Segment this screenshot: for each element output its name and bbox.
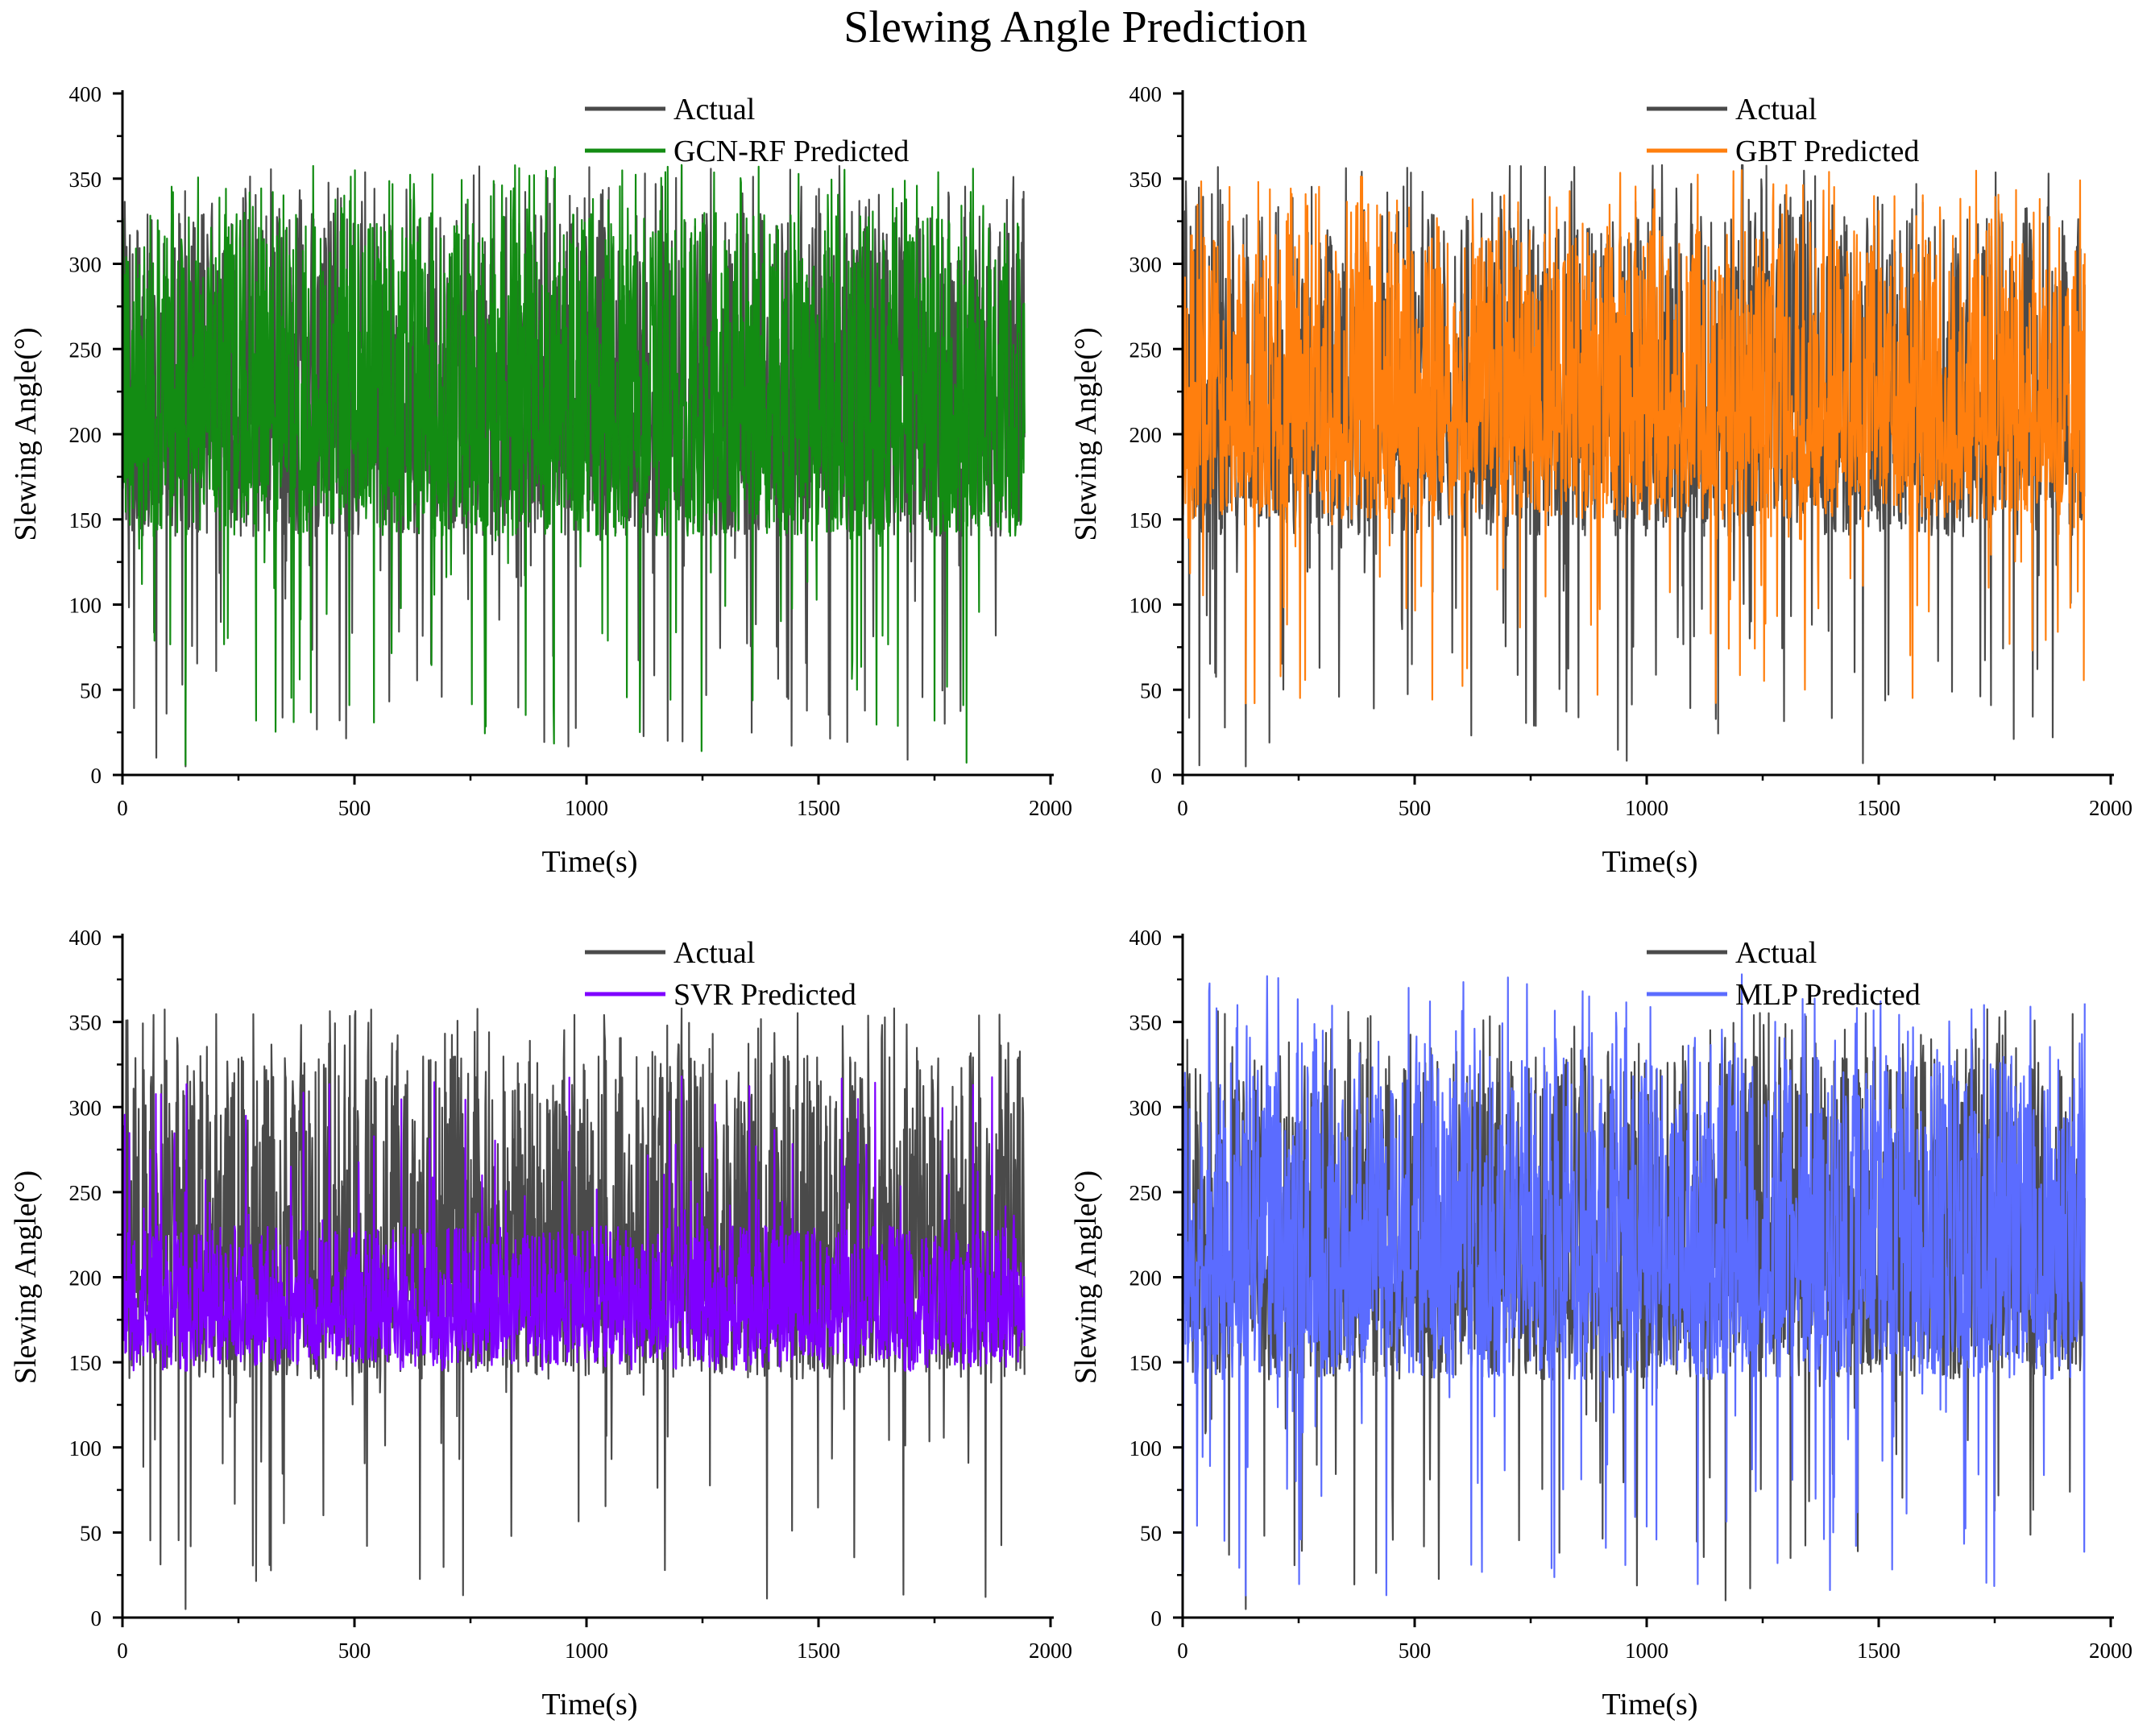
x-tick-label: 2000	[1029, 1639, 1072, 1663]
x-tick-label: 500	[1399, 1639, 1432, 1663]
x-tick-label: 1000	[565, 796, 608, 820]
y-tick-label: 350	[69, 1011, 102, 1035]
x-tick-label: 1000	[1625, 1639, 1668, 1663]
y-tick-label: 100	[69, 1436, 102, 1460]
series-line-mlp-predicted	[1181, 973, 2086, 1597]
series-group	[121, 164, 1026, 768]
x-axis-title: Time(s)	[542, 1688, 638, 1721]
legend-label-gcn-rf-predicted: GCN-RF Predicted	[673, 135, 909, 168]
x-tick-label: 1500	[1857, 1639, 1900, 1663]
page-title: Slewing Angle Prediction	[843, 2, 1308, 52]
x-tick-label: 1500	[797, 1639, 840, 1663]
x-tick-label: 2000	[1029, 796, 1072, 820]
y-tick-label: 350	[1129, 168, 1163, 192]
y-tick-label: 400	[69, 82, 102, 106]
x-tick-label: 1000	[565, 1639, 608, 1663]
legend-label-actual: Actual	[673, 936, 755, 970]
legend: Actual MLP Predicted	[1647, 936, 1921, 1012]
y-tick-label: 200	[69, 423, 102, 447]
legend: Actual GCN-RF Predicted	[585, 93, 909, 168]
y-tick-label: 300	[1129, 253, 1163, 277]
y-tick-label: 300	[69, 1096, 102, 1120]
x-tick-label: 0	[117, 796, 128, 820]
y-tick-label: 400	[1129, 82, 1163, 106]
x-tick-label: 500	[338, 1639, 371, 1663]
y-tick-label: 250	[69, 1181, 102, 1205]
legend-label-actual: Actual	[1735, 936, 1817, 970]
y-tick-label: 350	[1129, 1011, 1163, 1035]
x-tick-label: 500	[1399, 796, 1432, 820]
y-tick-label: 400	[1129, 926, 1163, 950]
y-tick-label: 400	[69, 926, 102, 950]
y-tick-label: 50	[80, 678, 102, 702]
legend-label-svr-predicted: SVR Predicted	[673, 978, 856, 1012]
y-tick-label: 100	[69, 594, 102, 618]
y-tick-label: 150	[1129, 508, 1163, 532]
legend: Actual SVR Predicted	[585, 936, 856, 1012]
chart-panel-gbt: 0 500 1000 1500 2000 0 50 100 150 200 250 300 350 400…	[1069, 82, 2132, 879]
y-tick-label: 250	[69, 338, 102, 362]
x-tick-label: 500	[338, 796, 371, 820]
x-tick-label: 1500	[1857, 796, 1900, 820]
y-tick-label: 350	[69, 168, 102, 192]
x-axis-title: Time(s)	[542, 845, 638, 879]
x-tick-label: 2000	[2089, 1639, 2132, 1663]
y-tick-label: 0	[1151, 1606, 1163, 1630]
y-axis-title: Slewing Angle(°)	[1069, 1170, 1103, 1384]
y-tick-label: 300	[1129, 1096, 1163, 1120]
y-axis-title: Slewing Angle(°)	[9, 327, 43, 541]
y-axis-title: Slewing Angle(°)	[1069, 327, 1103, 541]
x-tick-label: 0	[1177, 1639, 1188, 1663]
y-tick-label: 200	[69, 1266, 102, 1291]
y-tick-label: 200	[1129, 1266, 1163, 1291]
x-axis-title: Time(s)	[1602, 1688, 1698, 1721]
series-line-gbt-predicted	[1181, 169, 2086, 705]
series-line-gcn-rf-predicted	[121, 164, 1026, 766]
y-tick-label: 150	[1129, 1351, 1163, 1375]
y-tick-label: 250	[1129, 338, 1163, 362]
legend-label-mlp-predicted: MLP Predicted	[1735, 978, 1921, 1012]
x-tick-label: 0	[117, 1639, 128, 1663]
x-axis-title: Time(s)	[1602, 845, 1698, 879]
y-tick-label: 50	[80, 1521, 102, 1545]
series-line-svr-predicted	[121, 1075, 1026, 1372]
series-group	[1181, 973, 2086, 1610]
y-tick-label: 100	[1129, 594, 1163, 618]
x-tick-label: 2000	[2089, 796, 2132, 820]
legend-label-actual: Actual	[673, 93, 755, 126]
chart-panel-mlp: 0 500 1000 1500 2000 0 50 100 150 200 250 300 350 400…	[1069, 926, 2132, 1721]
y-tick-label: 150	[69, 1351, 102, 1375]
x-tick-label: 1000	[1625, 796, 1668, 820]
y-tick-label: 250	[1129, 1181, 1163, 1205]
y-tick-label: 0	[91, 1606, 102, 1630]
y-tick-label: 200	[1129, 423, 1163, 447]
chart-panel-gcn-rf: 0 500 1000 1500 2000 0 50 100 150 200 250 300 350 400…	[9, 82, 1072, 879]
y-tick-label: 0	[91, 764, 102, 788]
series-group	[121, 1007, 1026, 1610]
y-tick-label: 100	[1129, 1436, 1163, 1460]
y-axis-title: Slewing Angle(°)	[9, 1170, 43, 1384]
y-tick-label: 50	[1140, 1521, 1162, 1545]
chart-panel-svr: 0 500 1000 1500 2000 0 50 100 150 200 250 300 350 400…	[9, 926, 1072, 1721]
legend: Actual GBT Predicted	[1647, 93, 1919, 168]
y-tick-label: 300	[69, 253, 102, 277]
legend-label-actual: Actual	[1735, 93, 1817, 126]
x-tick-label: 0	[1177, 796, 1188, 820]
y-tick-label: 150	[69, 508, 102, 532]
x-tick-label: 1500	[797, 796, 840, 820]
y-tick-label: 50	[1140, 678, 1162, 702]
legend-label-gbt-predicted: GBT Predicted	[1735, 135, 1919, 168]
y-tick-label: 0	[1151, 764, 1163, 788]
series-group	[1181, 164, 2086, 768]
